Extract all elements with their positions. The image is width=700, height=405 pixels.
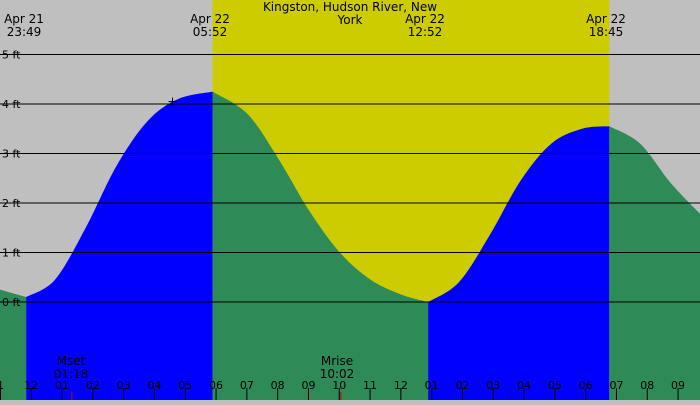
y-tick-label-3ft: 3 ft	[2, 148, 21, 161]
x-tick-label-20: 07	[609, 379, 623, 392]
y-tick-label-4ft: 4 ft	[2, 98, 21, 111]
x-tick-label-7: 06	[209, 379, 223, 392]
chart-title: Kingston, Hudson River, New York	[262, 0, 438, 27]
event-label-4: Apr 22 18:45	[586, 13, 626, 39]
moon-1-label: Mset	[56, 354, 86, 368]
moon-label-2: Mrise 10:02	[317, 355, 357, 381]
y-tick-label-2ft: 2 ft	[2, 197, 21, 210]
falling-tide-area	[212, 91, 429, 400]
x-tick-label-14: 01	[425, 379, 439, 392]
x-tick-label-12: 11	[363, 379, 377, 392]
event-2-date: Apr 22	[190, 12, 230, 26]
y-tick-label-5ft: 5 ft	[2, 49, 21, 62]
high-tide-marker	[168, 97, 177, 106]
event-4-date: Apr 22	[586, 12, 626, 26]
y-tick-label-0ft: 0 ft	[2, 296, 21, 309]
event-label-3: Apr 22 12:52	[405, 13, 445, 39]
x-tick-label-0: 1	[0, 379, 4, 392]
falling-tide-area	[609, 126, 700, 400]
x-tick-label-2: 01	[55, 379, 69, 392]
x-tick-label-13: 12	[394, 379, 408, 392]
x-tick-label-15: 02	[455, 379, 469, 392]
x-tick-label-18: 05	[548, 379, 562, 392]
x-tick-label-21: 08	[640, 379, 654, 392]
falling-tide-area	[0, 289, 27, 400]
x-tick-label-10: 09	[301, 379, 315, 392]
x-tick-label-1: 12	[24, 379, 38, 392]
x-tick-label-16: 03	[486, 379, 500, 392]
x-tick-label-3: 02	[86, 379, 100, 392]
event-1-date: Apr 21	[4, 12, 44, 26]
x-tick-label-19: 06	[579, 379, 593, 392]
x-tick-label-8: 07	[240, 379, 254, 392]
moon-2-time: 10:02	[319, 367, 355, 381]
rising-tide-area	[428, 126, 610, 401]
event-label-1: Apr 21 23:49	[4, 13, 44, 39]
y-tick-label-1ft: 1 ft	[2, 247, 21, 260]
event-3-date: Apr 22	[405, 12, 445, 26]
x-tick-label-17: 04	[517, 379, 531, 392]
moon-label-1: Mset 01:18	[51, 355, 91, 381]
event-2-time: 05:52	[192, 25, 228, 39]
x-tick-label-9: 08	[271, 379, 285, 392]
x-tick-label-11: 10	[332, 379, 346, 392]
rising-tide-area	[26, 91, 213, 400]
moon-2-label: Mrise	[320, 354, 354, 368]
x-tick-label-5: 04	[147, 379, 161, 392]
event-4-time: 18:45	[588, 25, 624, 39]
event-label-2: Apr 22 05:52	[190, 13, 230, 39]
moon-1-time: 01:18	[53, 367, 89, 381]
x-tick-label-22: 09	[671, 379, 685, 392]
event-3-time: 12:52	[407, 25, 443, 39]
x-tick-label-4: 03	[117, 379, 131, 392]
event-1-time: 23:49	[6, 25, 42, 39]
x-tick-label-6: 05	[178, 379, 192, 392]
